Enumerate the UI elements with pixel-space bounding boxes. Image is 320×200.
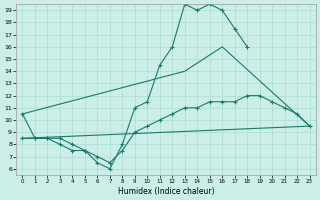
X-axis label: Humidex (Indice chaleur): Humidex (Indice chaleur) — [118, 187, 214, 196]
